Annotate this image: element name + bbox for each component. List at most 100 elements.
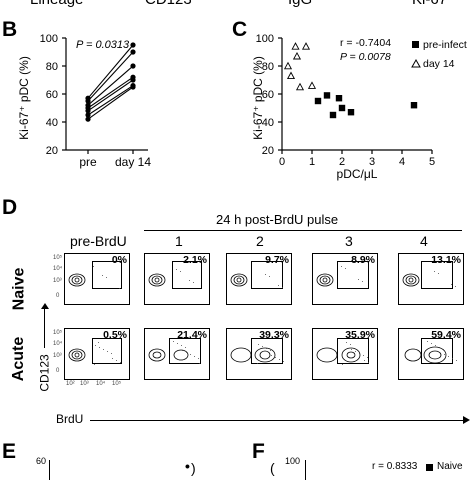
panel-c-point-day14 — [283, 61, 293, 70]
flow-event-dot — [182, 350, 184, 352]
flow-event-dot — [434, 271, 436, 273]
flow-event-dot — [283, 361, 285, 363]
gate — [421, 261, 453, 289]
flow-event-dot — [177, 343, 179, 345]
flow-event-dot — [186, 352, 188, 354]
flow-event-dot — [111, 353, 113, 355]
panel-b-pair-line — [87, 86, 134, 120]
top-label-cd123: CD123 — [145, 0, 192, 8]
flow-plot-naive-1: 2.1% — [144, 253, 210, 305]
flow-event-dot — [181, 345, 183, 347]
flow-event-dot — [427, 341, 429, 343]
flow-event-dot — [431, 343, 433, 345]
flow-event-dot — [265, 274, 267, 276]
panel-c-point-pre-infect — [329, 111, 337, 119]
panel-c-ytick-label: 80 — [262, 61, 274, 73]
flow-event-dot — [443, 349, 445, 351]
flow-event-dot — [190, 354, 192, 356]
panel-c-ylabel: Ki-67⁺ pDC (%) — [251, 56, 265, 140]
flow-event-dot — [363, 355, 365, 357]
gate-percent: 2.1% — [183, 254, 207, 266]
flow-event-dot — [258, 344, 260, 346]
gate — [169, 338, 201, 364]
flow-event-dot — [99, 347, 101, 349]
panel-c-xtick-label: 1 — [309, 156, 315, 168]
panel-c-point-day14 — [295, 82, 305, 91]
cluster-contour — [68, 273, 86, 287]
panel-c-point-day14 — [292, 51, 302, 60]
flow-ytick: 10⁵ — [53, 330, 63, 336]
panel-c-point-day14 — [307, 81, 317, 89]
flow-xtick: 10⁴ — [96, 381, 106, 387]
flow-event-dot — [199, 363, 201, 365]
panel-c-ytick-label: 60 — [262, 89, 274, 101]
cluster-contour — [230, 347, 276, 363]
top-label-lineage: Lineage — [30, 0, 83, 8]
panel-e-letter: E — [2, 440, 17, 463]
top-label-igg: IgG — [288, 0, 312, 8]
panel-c-ytick-label: 20 — [262, 145, 274, 157]
flow-event-dot — [345, 268, 347, 270]
cluster-contour — [402, 273, 420, 287]
flow-plot-acute-3: 35.9% — [312, 328, 378, 380]
flow-event-dot — [112, 358, 114, 360]
flow-event-dot — [455, 286, 457, 288]
panel-c-xtick-label: 0 — [279, 156, 285, 168]
flow-event-dot — [269, 276, 271, 278]
flow-event-dot — [275, 357, 277, 359]
panel-b-ytick-label: 20 — [46, 145, 58, 157]
panel-b-point-pre — [85, 98, 91, 104]
panel-b-pair-line — [87, 65, 134, 106]
flow-event-dot — [257, 363, 259, 365]
cluster-contour — [316, 273, 334, 287]
flow-event-dot — [451, 284, 453, 286]
panel-c-point-day14 — [286, 71, 296, 80]
panel-d-y-axis-arrow — [44, 308, 45, 348]
flow-event-dot — [119, 288, 121, 290]
flow-event-dot — [120, 362, 122, 364]
flow-ytick: 10⁵ — [53, 255, 63, 261]
panel-b-pvalue: P = 0.0313 — [76, 39, 130, 51]
panel-e-y-axis — [49, 460, 50, 480]
flow-event-dot — [176, 269, 178, 271]
panel-b-point-day14 — [130, 77, 136, 83]
gate-percent: 21.4% — [177, 329, 207, 341]
flow-event-dot — [359, 353, 361, 355]
flow-event-dot — [362, 281, 364, 283]
panel-d-col-3: 3 — [345, 233, 353, 249]
flow-plot-acute-1: 21.4% — [144, 328, 210, 380]
panel-c-xtick-label: 5 — [429, 156, 435, 168]
panel-c-chart: 20 40 60 80 100 0 1 2 3 4 5 r = -0.7404 P = 0.0078… — [251, 33, 467, 181]
panel-f-letter: F — [252, 440, 265, 463]
cluster-contour — [404, 346, 447, 364]
flow-event-dot — [341, 266, 343, 268]
flow-event-dot — [193, 282, 195, 284]
panel-f-r: r = 0.8333 — [372, 461, 418, 472]
gate-percent: 59.4% — [431, 329, 461, 341]
flow-ytick: 10³ — [53, 278, 62, 284]
gate — [337, 261, 369, 289]
flow-event-dot — [438, 273, 440, 275]
panel-d-row-acute: Acute — [10, 336, 28, 382]
flow-event-dot — [444, 354, 446, 356]
panel-c-point-pre-infect — [323, 92, 331, 99]
flow-event-dot — [279, 359, 281, 361]
flow-event-dot — [106, 277, 108, 279]
flow-event-dot — [430, 362, 432, 364]
flow-plot-naive-pre: 0% — [64, 253, 130, 305]
panel-d-col-4: 4 — [420, 233, 428, 249]
panel-d-pulse-title: 24 h post-BrdU pulse — [216, 212, 339, 227]
flow-event-dot — [355, 351, 357, 353]
flow-ytick: 10⁴ — [53, 266, 63, 272]
flow-event-dot — [278, 285, 280, 287]
panel-d-col-1: 1 — [175, 233, 183, 249]
panel-e-ytick: 60 — [36, 456, 47, 466]
flow-event-dot — [194, 356, 196, 358]
flow-xtick: 10³ — [80, 381, 89, 387]
panel-b-pair-line — [87, 44, 134, 99]
panel-c-xtick-label: 4 — [399, 156, 405, 168]
panel-c-legend-square — [412, 41, 419, 48]
gate — [421, 338, 453, 364]
panel-b-point-pre — [85, 108, 91, 114]
flow-event-dot — [262, 346, 264, 348]
